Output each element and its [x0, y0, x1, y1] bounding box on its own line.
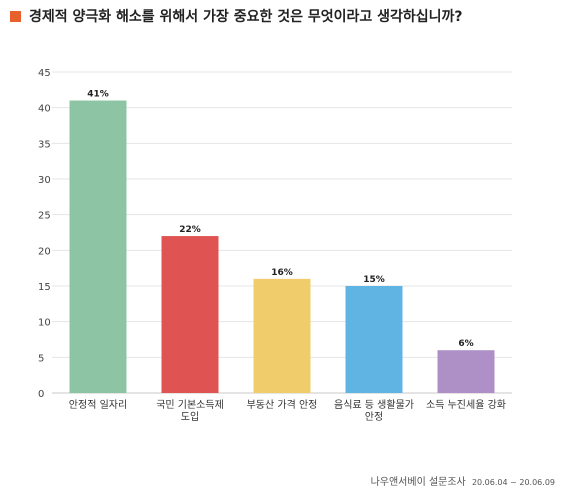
- survey-dates: 20.06.04 ~ 20.06.09: [471, 478, 555, 487]
- x-tick-label-line: 안정: [365, 411, 383, 423]
- y-tick-label: 10: [38, 318, 51, 329]
- bar: [69, 100, 127, 394]
- y-tick-label: 0: [38, 389, 44, 400]
- x-tick-label: 소득 누진세율 강화: [426, 399, 506, 411]
- x-tick-label-line: 안정적 일자리: [69, 399, 127, 411]
- x-tick-label: 안정적 일자리: [69, 399, 127, 411]
- x-tick-label: 국민 기본소득제 도입: [156, 399, 224, 423]
- source-name: 나우앤서베이 설문조사: [370, 477, 466, 488]
- bar: [253, 278, 311, 393]
- x-tick-label: 부동산 가격 안정: [247, 398, 318, 411]
- title-marker-icon: [10, 10, 21, 22]
- bar: [345, 286, 403, 393]
- bar-value-label: 16%: [271, 268, 293, 278]
- x-tick-label: 음식료 등 생활물가 안정: [334, 398, 414, 423]
- x-tick-label-line: 부동산 가격 안정: [247, 398, 318, 411]
- chart-title: 경제적 양극화 해소를 위해서 가장 중요한 것은 무엇이라고 생각하십니까?: [29, 9, 463, 25]
- bar-value-label: 15%: [363, 275, 385, 285]
- y-tick-label: 35: [38, 139, 51, 150]
- y-tick-label: 15: [38, 282, 51, 293]
- y-tick-label: 5: [38, 353, 44, 364]
- bar-value-label: 6%: [458, 339, 473, 349]
- x-tick-label-line: 도입: [181, 410, 199, 423]
- y-tick-label: 40: [38, 104, 51, 115]
- x-tick-label-line: 음식료 등 생활물가: [334, 398, 414, 411]
- y-tick-label: 20: [38, 246, 51, 257]
- bar: [437, 350, 495, 393]
- bar-value-label: 41%: [87, 90, 109, 100]
- y-tick-label: 25: [38, 211, 51, 222]
- bar-value-label: 22%: [179, 225, 201, 235]
- source-note: 나우앤서베이 설문조사 20.06.04 ~ 20.06.09: [371, 473, 555, 488]
- bar: [161, 236, 219, 393]
- y-tick-label: 30: [38, 175, 51, 186]
- chart-title-row: 경제적 양극화 해소를 위해서 가장 중요한 것은 무엇이라고 생각하십니까?: [10, 5, 463, 27]
- x-tick-label-line: 국민 기본소득제: [156, 399, 224, 411]
- x-tick-label-line: 소득 누진세율 강화: [426, 399, 506, 411]
- y-tick-label: 45: [38, 68, 51, 79]
